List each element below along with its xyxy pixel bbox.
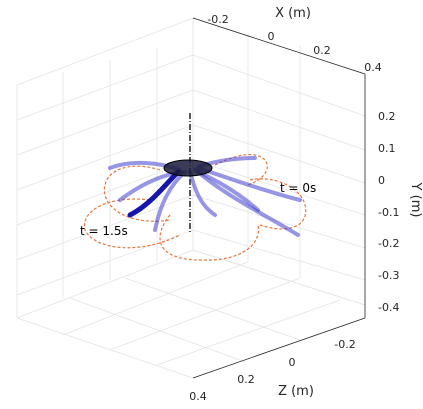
x-tick-label: 0.2: [313, 44, 331, 57]
z-axis: 0.4 0.2 0 -0.2 Z (m): [189, 338, 355, 403]
x-axis: -0.2 0 0.2 0.4 X (m): [207, 6, 381, 74]
y-tick-label: -0.2: [378, 237, 399, 250]
x-axis-label: X (m): [275, 6, 311, 21]
trajectory-curve: [249, 178, 307, 230]
grid-lines: [16, 17, 366, 379]
annotations: t = 0s t = 1.5s: [80, 181, 316, 238]
arm-tube-highlight: [127, 169, 181, 218]
y-tick-label: 0: [378, 174, 385, 187]
y-tick-label: 0.1: [378, 142, 396, 155]
z-tick-label: 0.2: [237, 373, 255, 386]
y-tick-label: 0.2: [378, 110, 396, 123]
annotation-t0: t = 0s: [280, 181, 316, 195]
x-tick-label: 0: [268, 30, 275, 43]
y-tick-label: -0.4: [378, 301, 399, 314]
y-axis: 0.2 0.1 0 -0.1 -0.2 -0.3 -0.4 Y (m): [378, 110, 423, 314]
trajectory-curve: [159, 214, 260, 261]
arm-configurations: [108, 156, 302, 237]
z-axis-label: Z (m): [278, 384, 314, 399]
x-tick-label: -0.2: [207, 13, 228, 26]
trajectory-curve: [83, 198, 181, 249]
arm-tube: [196, 170, 300, 237]
y-axis-label: Y (m): [408, 182, 423, 218]
y-tick-label: -0.1: [378, 206, 399, 219]
trajectory-curve: [214, 153, 268, 186]
annotation-t15: t = 1.5s: [80, 224, 128, 238]
z-tick-label: -0.2: [334, 338, 355, 351]
y-tick-label: -0.3: [378, 269, 399, 282]
z-tick-label: 0.4: [189, 390, 207, 403]
z-tick-label: 0: [289, 356, 296, 369]
tip-trajectories: [83, 153, 307, 261]
axis-lines: [192, 17, 366, 379]
arm-base-cluster: [163, 159, 213, 177]
trajectory-curve: [103, 165, 171, 222]
x-tick-label: 0.4: [364, 61, 382, 74]
